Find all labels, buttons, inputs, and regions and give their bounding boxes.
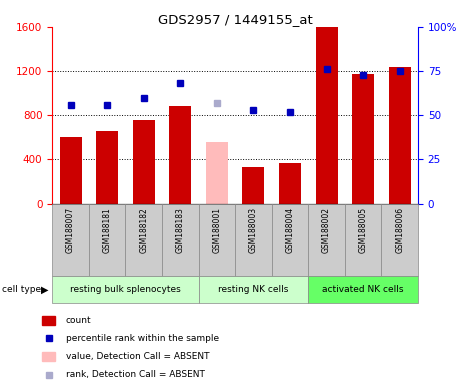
Text: GSM188183: GSM188183 (176, 207, 185, 253)
Text: GSM188003: GSM188003 (249, 207, 258, 253)
Text: cell type: cell type (2, 285, 41, 295)
Bar (169, 106, 191, 204)
Bar (133, 120, 155, 204)
Bar (352, 74, 374, 204)
Text: GSM188182: GSM188182 (139, 207, 148, 253)
Bar (381, 204, 418, 276)
Bar (89, 204, 125, 276)
Text: resting bulk splenocytes: resting bulk splenocytes (70, 285, 181, 295)
Bar (389, 67, 411, 204)
Text: rank, Detection Call = ABSENT: rank, Detection Call = ABSENT (66, 371, 205, 379)
Text: GSM188001: GSM188001 (212, 207, 221, 253)
Title: GDS2957 / 1449155_at: GDS2957 / 1449155_at (158, 13, 313, 26)
Text: activated NK cells: activated NK cells (323, 285, 404, 295)
Bar (42, 316, 55, 324)
Text: GSM188181: GSM188181 (103, 207, 112, 253)
Text: GSM188002: GSM188002 (322, 207, 331, 253)
Bar (52, 204, 89, 276)
Bar (345, 204, 381, 276)
Bar (272, 204, 308, 276)
Bar (199, 276, 308, 303)
Text: GSM188004: GSM188004 (285, 207, 294, 253)
Bar (52, 276, 199, 303)
Bar (279, 163, 301, 204)
Bar (206, 142, 228, 204)
Text: GSM188006: GSM188006 (395, 207, 404, 253)
Bar (162, 204, 199, 276)
Bar (199, 204, 235, 276)
Bar (125, 204, 162, 276)
Bar (308, 276, 418, 303)
Text: GSM188005: GSM188005 (359, 207, 368, 253)
Text: value, Detection Call = ABSENT: value, Detection Call = ABSENT (66, 352, 209, 361)
Text: resting NK cells: resting NK cells (218, 285, 289, 295)
Text: ▶: ▶ (41, 285, 49, 295)
Text: count: count (66, 316, 91, 324)
Text: GSM188007: GSM188007 (66, 207, 75, 253)
Bar (59, 137, 82, 204)
Bar (235, 204, 272, 276)
Text: percentile rank within the sample: percentile rank within the sample (66, 334, 219, 343)
Bar (242, 167, 265, 204)
Bar (96, 131, 118, 204)
Bar (42, 352, 55, 361)
Bar (315, 27, 338, 204)
Bar (308, 204, 345, 276)
